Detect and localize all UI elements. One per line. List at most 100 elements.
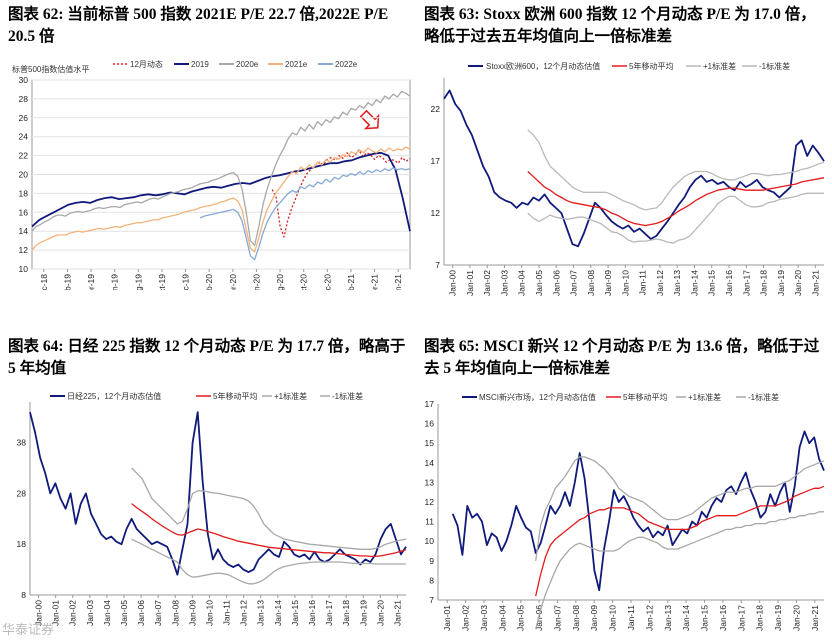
- legend-12m: 12月动态: [130, 59, 163, 69]
- chart-65: MSCI新兴市场，12个月动态估值 5年移动平均 +1标准差 -1标准差 7 8 9…: [425, 392, 825, 631]
- x-tick-label: Jan-07: [153, 600, 163, 626]
- legend-2020e: 2020e: [236, 60, 259, 69]
- chart-62: 标普500指数估值水平 12月动态 2019 2020e 2021e 2022e…: [12, 59, 411, 290]
- x-tick-label: Jan-01: [51, 600, 61, 626]
- x-tick-label: Jan-08: [170, 600, 180, 626]
- x-tick-label: Jan-19: [773, 605, 783, 631]
- x-tick-label: Jun-19: [110, 274, 120, 290]
- x-tick-label: Jan-05: [516, 605, 526, 631]
- x-tick-label: Aug-20: [275, 274, 285, 290]
- x-tick-label: Jan-15: [700, 605, 710, 631]
- caption-64: 图表 64: 日经 225 指数 12 个月动态 P/E 为 17.7 倍，略高…: [8, 338, 406, 377]
- legend: Stoxx欧洲600，12个月动态估值 5年移动平均 +1标准差 -1标准差: [468, 61, 790, 71]
- x-tick-label: Jan-18: [755, 605, 765, 631]
- x-tick-label: Jan-07: [569, 270, 579, 296]
- legend-plus-1sd: +1标准差: [688, 392, 721, 402]
- y-tick-label: 14: [19, 226, 29, 236]
- legend-2019: 2019: [191, 60, 209, 69]
- y-tick-label: 26: [19, 113, 29, 123]
- y-tick-label: 22: [19, 151, 29, 161]
- series-line-1: [31, 151, 411, 232]
- x-tick-label: Jun-20: [251, 274, 261, 290]
- y-tick-label: 18: [19, 188, 29, 198]
- series-line-2: [535, 456, 825, 561]
- x-tick-label: Jan-09: [589, 605, 599, 631]
- y-tick-label: 16: [425, 419, 435, 429]
- x-tick-label: Jan-17: [741, 270, 751, 296]
- x-tick-label: Jan-07: [552, 605, 562, 631]
- y-tick-label: 8: [429, 575, 434, 585]
- x-tick-label: Jan-21: [810, 605, 820, 631]
- series-line-3: [131, 538, 406, 585]
- y-tick-label: 20: [19, 170, 29, 180]
- legend-5y-ma: 5年移动平均: [629, 61, 673, 71]
- series-line-3: [527, 192, 824, 244]
- x-tick-label: Jan-13: [663, 605, 673, 631]
- x-tick-label: Jan-10: [620, 270, 630, 296]
- y-tick-label: 16: [19, 207, 29, 217]
- y-tick-label: 10: [19, 264, 29, 274]
- legend-2022e: 2022e: [335, 60, 358, 69]
- x-tick-label: Jan-17: [736, 605, 746, 631]
- x-tick-label: Jan-09: [603, 270, 613, 296]
- x-tick-label: Jan-02: [482, 270, 492, 296]
- x-tick-label: Jan-21: [810, 270, 820, 296]
- x-tick-label: Jan-06: [551, 270, 561, 296]
- x-tick-label: Jan-08: [571, 605, 581, 631]
- x-tick-label: Jan-03: [479, 605, 489, 631]
- x-tick-label: Oct-19: [157, 274, 167, 290]
- x-tick-label: Jan-06: [136, 600, 146, 626]
- x-tick-label: Dec-18: [39, 274, 49, 290]
- caption-65: 图表 65: MSCI 新兴 12 个月动态 P/E 为 13.6 倍，略低于过…: [424, 338, 820, 377]
- y-tick-label: 7: [435, 260, 440, 270]
- x-tick-label: Jan-16: [307, 600, 317, 626]
- x-tick-label: Jan-19: [358, 600, 368, 626]
- x-tick-label: Jan-04: [517, 270, 527, 296]
- y-tick-label: 24: [19, 132, 29, 142]
- legend-minus-1sd: -1标准差: [332, 391, 363, 401]
- x-tick-label: Feb-21: [346, 274, 356, 290]
- x-tick-label: Jan-13: [672, 270, 682, 296]
- caption-62: 图表 62: 当前标普 500 指数 2021E P/E 22.7 倍,2022…: [8, 6, 389, 45]
- series-line-2: [131, 467, 407, 550]
- x-tick-label: Jan-10: [204, 600, 214, 626]
- x-tick-label: Jan-14: [681, 605, 691, 631]
- down-arrow-icon: [359, 109, 380, 130]
- y-tick-label: 17: [425, 399, 435, 409]
- x-tick-label: Jan-18: [341, 600, 351, 626]
- x-tick-label: Jan-20: [375, 600, 385, 626]
- y-tick-label: 17: [431, 156, 441, 166]
- x-tick-label: Jan-02: [68, 600, 78, 626]
- x-tick-label: Jan-21: [392, 600, 402, 626]
- x-tick-label: Jan-14: [689, 270, 699, 296]
- y-tick-label: 8: [21, 590, 26, 600]
- series-line-3: [31, 146, 411, 253]
- x-tick-label: Jan-05: [119, 600, 129, 626]
- y-tick-label: 11: [425, 517, 434, 527]
- x-tick-label: Jan-16: [718, 605, 728, 631]
- x-tick-label: Jan-04: [102, 600, 112, 626]
- x-tick-label: Jan-15: [290, 600, 300, 626]
- series-line-0: [451, 430, 825, 592]
- series-line-2: [31, 90, 411, 247]
- x-tick-label: Jan-20: [793, 270, 803, 296]
- series-line-4: [199, 167, 411, 261]
- chart-64: 日经225，12个月动态估值 5年移动平均 +1标准差 -1标准差 8 18 28 3…: [17, 391, 407, 626]
- x-tick-label: Jan-04: [497, 605, 507, 631]
- legend-minus-1sd: -1标准差: [748, 392, 779, 402]
- y-axis-label: 标普500指数估值水平: [12, 64, 89, 74]
- y-tick-label: 10: [425, 536, 435, 546]
- y-tick-label: 12: [19, 245, 29, 255]
- x-tick-label: Jan-20: [791, 605, 801, 631]
- x-tick-label: Jan-03: [499, 270, 509, 296]
- x-tick-label: Jun-21: [393, 274, 403, 290]
- x-tick-label: Jan-10: [608, 605, 618, 631]
- y-tick-label: 12: [431, 208, 441, 218]
- x-tick-label: Jan-12: [239, 600, 249, 626]
- x-tick-label: Jan-18: [759, 270, 769, 296]
- x-tick-label: Apr-20: [228, 274, 238, 290]
- y-tick-label: 7: [429, 595, 434, 605]
- y-tick-label: 12: [425, 497, 435, 507]
- x-tick-label: Apr-19: [86, 274, 96, 290]
- series-line-3: [535, 511, 824, 630]
